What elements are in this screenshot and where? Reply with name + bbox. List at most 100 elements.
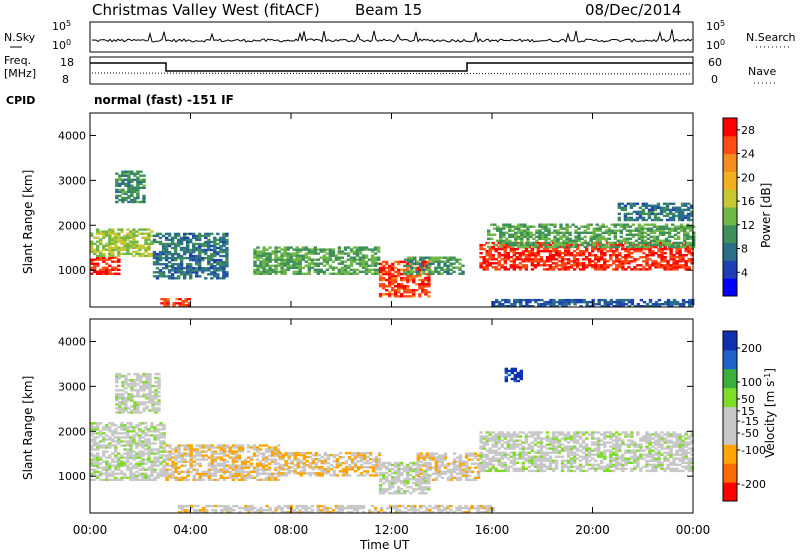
data-cell: [164, 250, 169, 254]
data-cell: [427, 285, 431, 288]
data-cell: [210, 252, 214, 256]
data-cell: [651, 254, 655, 257]
data-cell: [623, 204, 628, 207]
data-cell: [655, 241, 660, 245]
data-cell: [118, 411, 122, 414]
data-cell: [645, 262, 649, 265]
data-cell: [428, 464, 433, 467]
data-cell: [415, 289, 419, 292]
data-cell: [394, 465, 398, 469]
data-cell: [162, 424, 166, 427]
data-cell: [482, 447, 486, 450]
data-cell: [207, 248, 211, 252]
data-cell: [132, 250, 136, 253]
data-cell: [320, 462, 324, 465]
data-cell: [198, 478, 202, 481]
data-cell: [155, 267, 160, 270]
data-cell: [500, 469, 504, 473]
data-cell: [319, 248, 323, 251]
data-cell: [210, 454, 214, 457]
data-cell: [416, 478, 420, 481]
data-cell: [434, 268, 438, 271]
data-cell: [500, 266, 504, 269]
data-cell: [328, 258, 333, 261]
data-cell: [165, 468, 169, 471]
data-cell: [488, 252, 492, 255]
data-cell: [633, 258, 637, 261]
data-cell: [222, 261, 226, 264]
data-cell: [261, 454, 266, 457]
data-cell: [102, 266, 106, 269]
data-cell: [422, 458, 427, 461]
data-cell: [308, 464, 312, 467]
data-cell: [234, 454, 239, 457]
data-cell: [281, 464, 285, 467]
data-cell: [108, 428, 112, 431]
data-cell: [622, 237, 627, 240]
data-cell: [145, 405, 149, 408]
data-cell: [141, 446, 145, 449]
data-cell: [114, 266, 118, 269]
data-cell: [243, 470, 248, 473]
data-cell: [117, 250, 121, 253]
data-cell: [508, 223, 512, 226]
data-cell: [622, 223, 627, 226]
data-cell: [341, 462, 346, 465]
data-cell: [133, 409, 137, 412]
data-cell: [132, 244, 136, 247]
data-cell: [135, 426, 139, 429]
data-cell: [157, 383, 161, 386]
data-cell: [186, 452, 190, 455]
noise-trace: [91, 29, 693, 43]
data-cell: [603, 305, 607, 308]
data-cell: [629, 218, 634, 222]
colorbar-tick-label: 12: [741, 219, 755, 232]
data-cell: [201, 450, 205, 453]
data-cell: [397, 473, 401, 477]
data-cell: [519, 303, 523, 306]
data-cell: [615, 305, 619, 308]
data-cell: [90, 266, 94, 269]
data-cell: [115, 389, 119, 392]
data-cell: [362, 462, 367, 465]
data-cell: [612, 268, 616, 271]
data-cell: [121, 389, 125, 392]
data-cell: [520, 241, 524, 245]
data-cell: [115, 385, 119, 388]
data-cell: [152, 234, 157, 238]
data-cell: [123, 248, 127, 251]
data-cell: [687, 214, 691, 218]
data-cell: [298, 254, 302, 257]
data-cell: [536, 262, 541, 265]
data-cell: [397, 272, 401, 276]
data-cell: [198, 248, 202, 252]
data-cell: [668, 212, 673, 216]
data-cell: [147, 438, 151, 441]
data-cell: [147, 450, 151, 453]
data-cell: [170, 275, 175, 278]
data-cell: [499, 239, 503, 242]
data-cell: [675, 252, 679, 255]
data-cell: [152, 263, 157, 266]
data-cell: [385, 262, 389, 266]
data-cell: [183, 446, 187, 449]
data-cell: [653, 214, 658, 218]
data-cell: [118, 182, 122, 185]
data-cell: [565, 241, 569, 245]
data-cell: [93, 440, 97, 443]
data-cell: [314, 472, 318, 475]
data-cell: [158, 271, 163, 274]
data-cell: [515, 247, 519, 251]
data-cell: [118, 405, 122, 408]
data-cell: [544, 241, 548, 245]
data-cell: [537, 298, 541, 302]
data-cell: [179, 269, 184, 272]
data-cell: [111, 460, 115, 463]
data-cell: [525, 305, 529, 308]
data-cell: [491, 431, 495, 434]
data-cell: [176, 256, 181, 260]
data-cell: [305, 456, 309, 459]
data-cell: [645, 268, 649, 271]
data-cell: [680, 216, 685, 220]
